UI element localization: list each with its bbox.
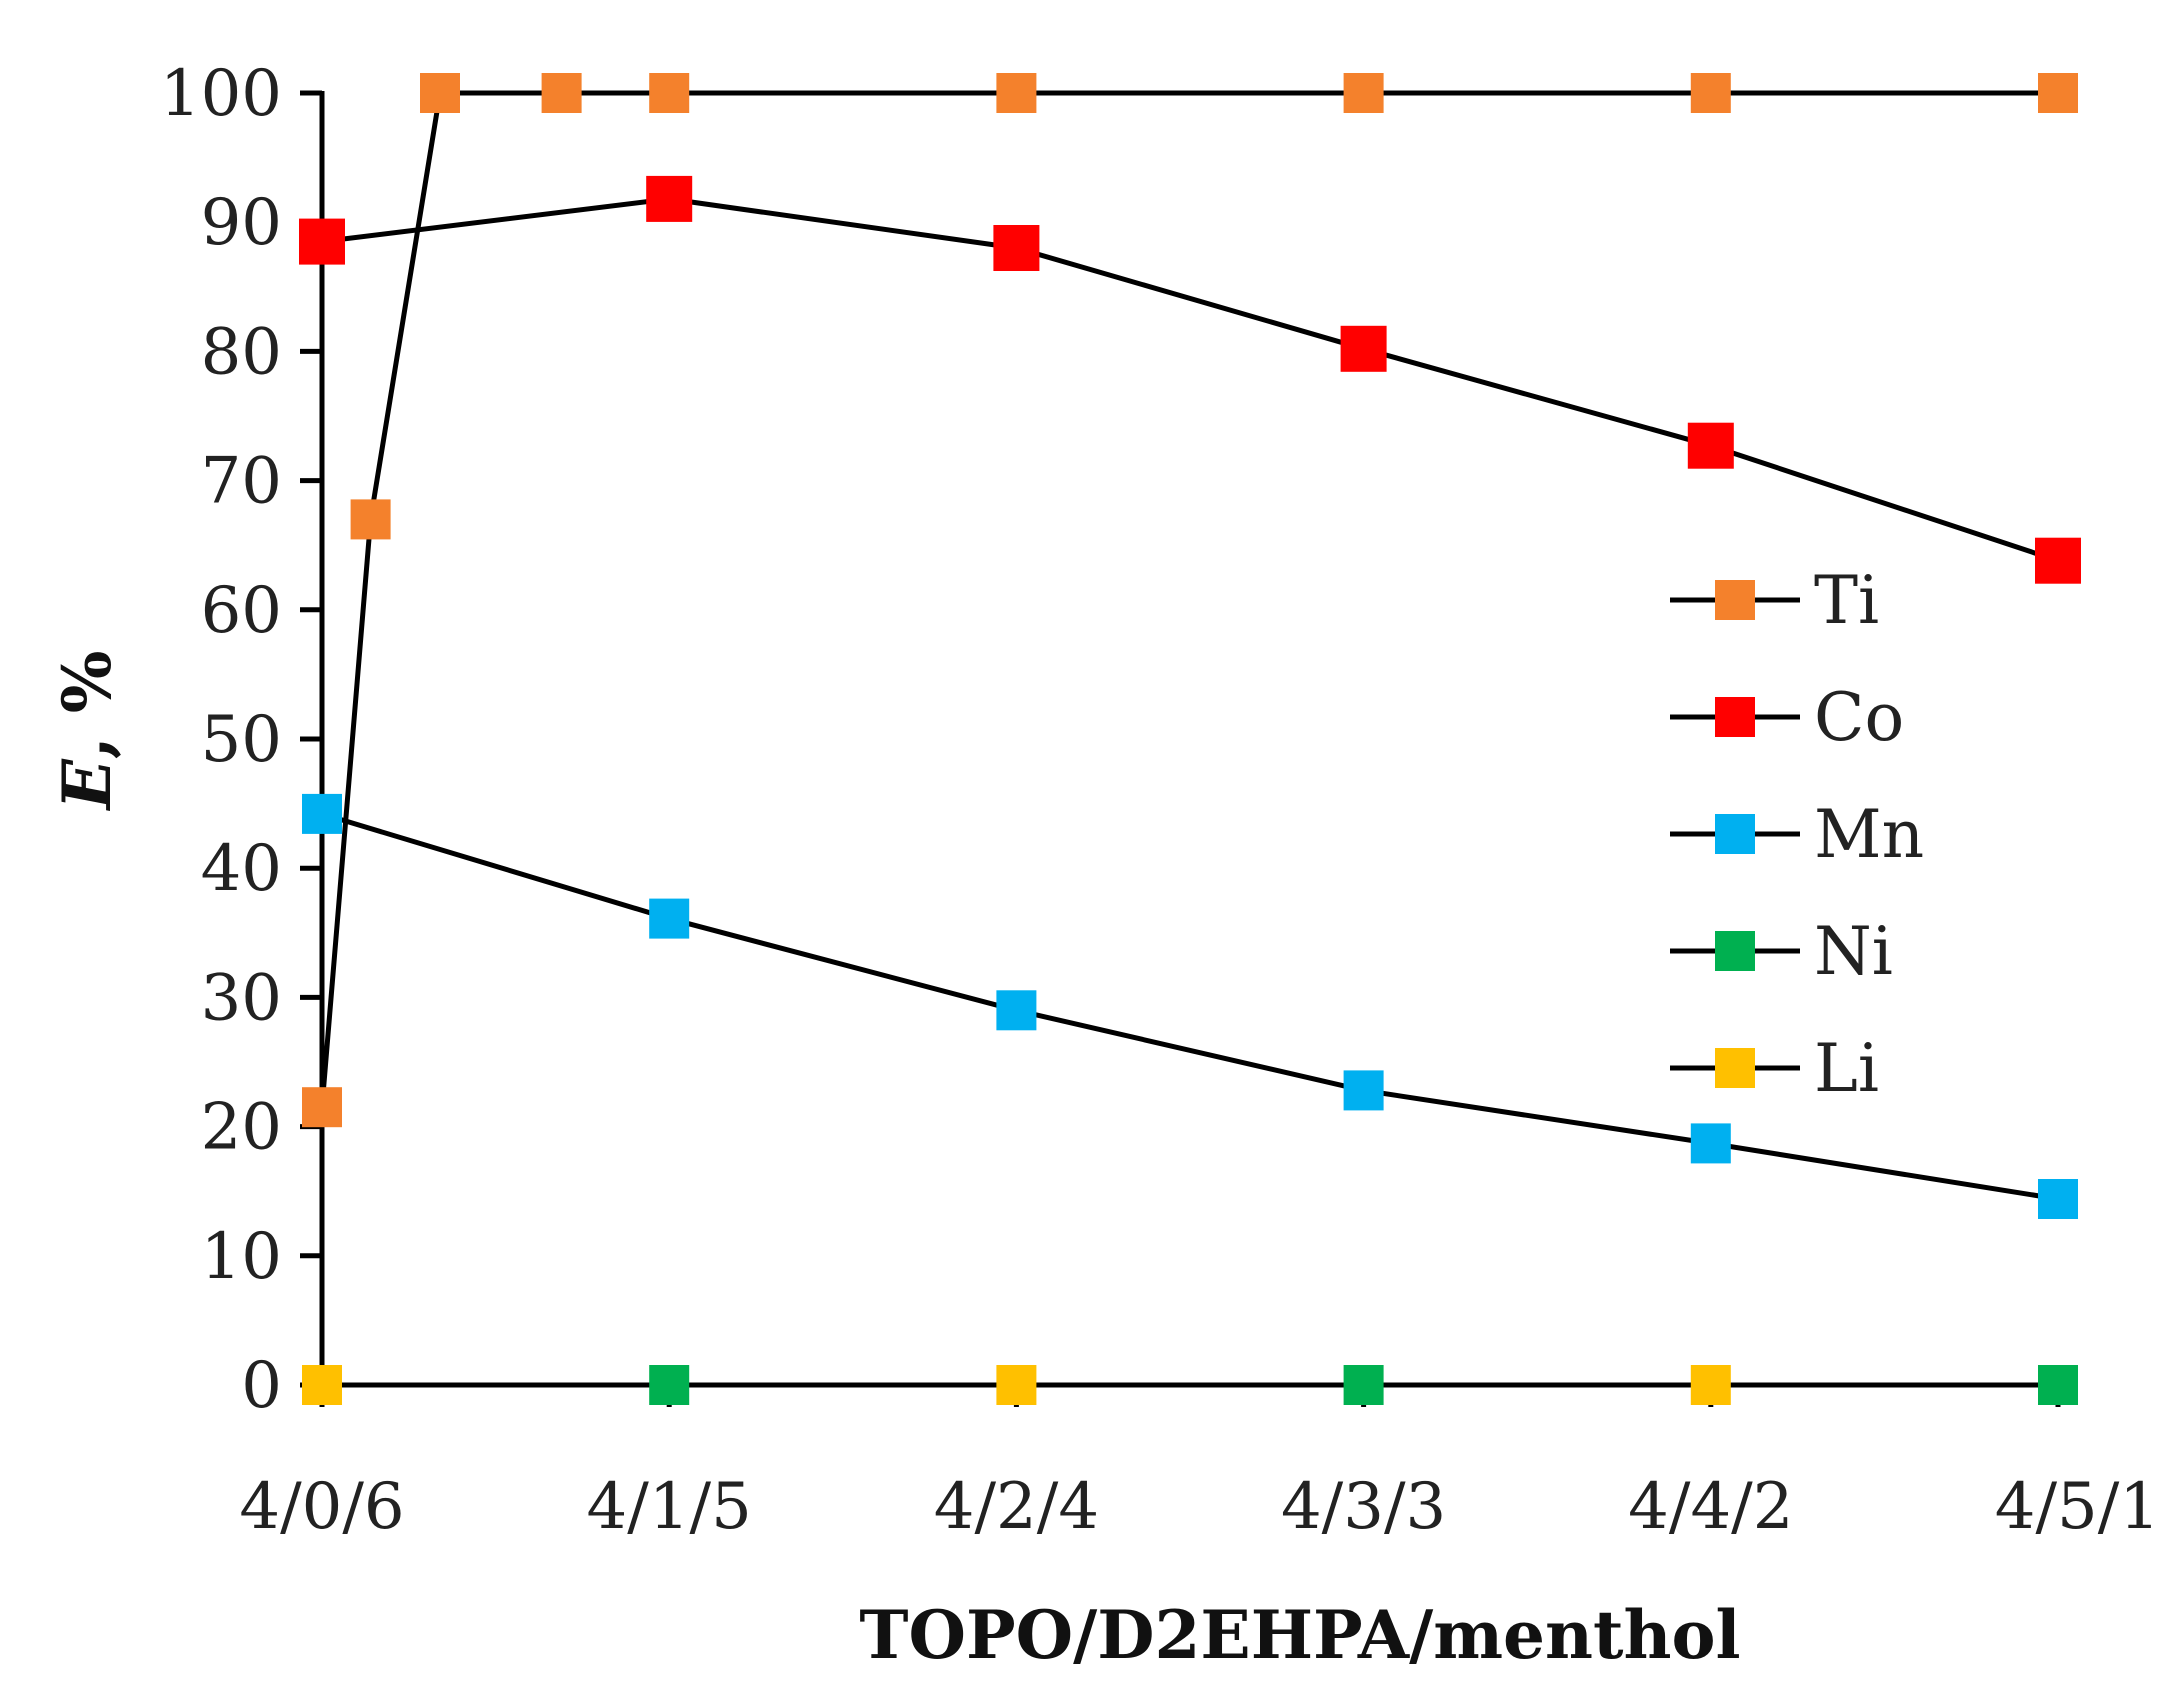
y-tick-label-40: 40 (201, 832, 282, 906)
y-tick-label-100: 100 (160, 57, 282, 131)
series-lines (319, 90, 2059, 1388)
axes: 0 10 20 30 40 50 60 70 80 90 100 4/0/6 4/1/5 4/2/4 4/3… (160, 57, 2160, 1544)
marker-li-2 (996, 1365, 1037, 1405)
marker-co-0 (299, 218, 345, 265)
marker-li-0 (302, 1365, 342, 1405)
marker-mn-2 (996, 990, 1037, 1031)
legend-label-ti: Ti (1814, 562, 1879, 639)
y-tick-label-50: 50 (201, 703, 282, 777)
marker-co-2 (993, 225, 1040, 271)
y-tick-label-60: 60 (201, 574, 282, 648)
legend-marker-co (1715, 697, 1755, 737)
y-axis-title: E, % (48, 651, 126, 812)
marker-ni-1 (649, 1365, 690, 1405)
legend-label-mn: Mn (1814, 796, 1924, 873)
x-tick-label-4-3-3: 4/3/3 (1281, 1470, 1446, 1544)
y-tick-label-10: 10 (201, 1220, 282, 1294)
marker-mn-3 (1343, 1070, 1384, 1111)
y-tick-label-70: 70 (201, 445, 282, 519)
legend-marker-li (1715, 1048, 1755, 1088)
y-axis-title-unit: , % (48, 651, 126, 760)
marker-ni-3 (1343, 1365, 1384, 1405)
series-markers (299, 73, 2081, 1405)
legend: Ti Co Mn Ni Li (1670, 562, 1924, 1107)
x-tick-label-4-4-2: 4/4/2 (1628, 1470, 1793, 1544)
marker-ti-0 (302, 1087, 342, 1128)
marker-co-3 (1340, 325, 1387, 372)
marker-ti-3 (541, 73, 582, 113)
marker-ti-1 (350, 499, 391, 540)
marker-ti-6 (1343, 73, 1384, 113)
x-axis-title: TOPO/D2EHPA/menthol (859, 1596, 1740, 1674)
legend-label-ni: Ni (1814, 913, 1893, 990)
marker-li-4 (1690, 1365, 1731, 1405)
marker-co-5 (2035, 537, 2081, 584)
marker-mn-0 (302, 793, 342, 834)
x-tick-label-4-5-1: 4/5/1 (1995, 1470, 2160, 1544)
legend-marker-ni (1715, 931, 1755, 971)
series-line-mn (321, 811, 2059, 1202)
legend-marker-ti (1715, 580, 1755, 620)
marker-co-4 (1687, 422, 1734, 469)
x-tick-label-4-2-4: 4/2/4 (934, 1470, 1099, 1544)
marker-ti-8 (2038, 73, 2078, 113)
marker-mn-4 (1690, 1123, 1731, 1164)
x-tick-label-4-0-6: 4/0/6 (239, 1470, 404, 1544)
marker-ti-5 (996, 73, 1037, 113)
series-line-co (321, 196, 2059, 564)
y-axis-title-symbol: E (48, 757, 126, 811)
legend-marker-mn (1715, 814, 1755, 854)
marker-ti-7 (1690, 73, 1731, 113)
x-tick-label-4-1-5: 4/1/5 (587, 1470, 752, 1544)
marker-ti-4 (649, 73, 690, 113)
y-tick-label-80: 80 (201, 315, 282, 389)
y-tick-label-0: 0 (241, 1349, 282, 1423)
legend-label-li: Li (1814, 1030, 1879, 1107)
y-tick-label-20: 20 (201, 1091, 282, 1165)
marker-mn-1 (649, 898, 690, 939)
marker-ti-2 (420, 73, 460, 113)
marker-ni-5 (2038, 1365, 2078, 1405)
marker-co-1 (646, 175, 693, 222)
y-tick-label-90: 90 (201, 186, 282, 260)
legend-label-co: Co (1814, 679, 1904, 756)
marker-mn-5 (2038, 1179, 2078, 1219)
y-tick-label-30: 30 (201, 961, 282, 1035)
